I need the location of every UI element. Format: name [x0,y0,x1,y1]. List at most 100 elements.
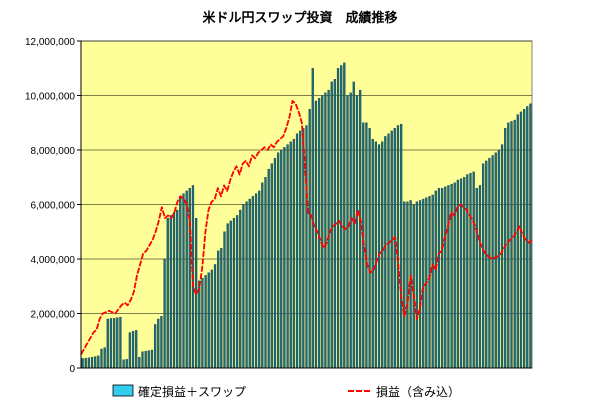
bar [81,358,84,369]
bar [393,128,396,369]
bar [381,141,384,369]
line-series [80,100,533,355]
bar [415,201,419,369]
legend-label-line: 損益（含み込） [376,384,460,399]
bar [87,357,91,369]
bar [201,277,204,369]
series-line [80,100,533,355]
bar [485,160,488,369]
bar [295,133,299,369]
y-tick-label: 6,000,000 [31,201,76,212]
bar [494,152,497,369]
bar [358,89,362,369]
bar [327,89,330,369]
bar [116,317,119,369]
bar [94,356,97,369]
bar [276,152,280,369]
bar [182,193,185,369]
bar [138,356,141,369]
bar [466,174,469,369]
bar [472,171,475,369]
bar [220,247,223,369]
bar [324,92,327,369]
bar [374,141,378,369]
bar [497,149,501,369]
bar [248,198,251,369]
bar [330,81,333,369]
bar [396,125,400,369]
bar [418,200,422,369]
bar [251,196,255,369]
bar [84,358,87,369]
bar [519,111,523,369]
bar [365,122,368,369]
bar [384,136,387,369]
bar [217,250,220,369]
bar [103,347,106,369]
bar [135,330,138,369]
bar [340,65,343,369]
bar [387,133,390,369]
bar [283,147,286,369]
bar [488,158,491,369]
bar [176,209,179,369]
bar [109,318,113,369]
bar [450,183,453,369]
bar [239,209,242,369]
bar [226,223,229,369]
bar [273,158,277,369]
bar [106,318,109,369]
bar [229,220,232,369]
chart-title: 米ドル円スワップ投資 成績推移 [202,10,397,26]
bar [198,280,201,369]
bar [355,95,359,369]
bar [422,198,425,369]
bar [447,185,450,369]
bar [90,356,94,369]
bar [431,194,434,369]
bar [286,144,289,369]
bar [185,190,188,369]
bar [346,95,349,369]
bar [97,355,100,369]
y-tick-label: 8,000,000 [31,146,76,157]
bar [128,332,132,369]
bar [321,95,324,369]
bar [166,217,169,369]
bar [406,201,409,369]
bar [459,178,463,369]
bar [122,359,125,369]
bar [428,196,431,369]
legend-swatch-bar [112,384,134,397]
bar [245,201,248,369]
bar [163,258,166,369]
bar [371,138,374,369]
bar [261,182,264,369]
bar [510,121,513,369]
bar [349,92,352,369]
bar [507,122,510,369]
bar [147,350,150,369]
y-tick-label: 4,000,000 [31,255,76,266]
bar [125,359,128,369]
bar [516,114,519,369]
bar [235,215,239,369]
bar [131,331,135,369]
bar [302,128,305,369]
bar [157,318,160,369]
bar [500,144,504,369]
bar [280,149,283,369]
bar [144,350,147,369]
bar [160,316,163,369]
bar [368,128,371,369]
y-axis-ticks: 0 2,000,000 4,000,000 6,000,000 8,000,000 10,… [25,37,81,375]
y-tick-label: 0 [69,364,75,375]
bar [267,168,270,369]
bar [437,187,441,369]
bar [204,275,207,369]
bar [141,351,144,369]
bar [119,316,122,369]
bar [481,163,485,369]
bar [258,190,261,369]
bar [213,264,217,369]
